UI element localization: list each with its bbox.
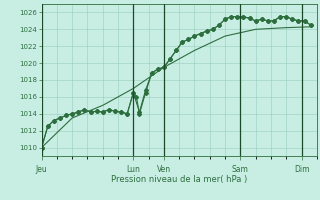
X-axis label: Pression niveau de la mer( hPa ): Pression niveau de la mer( hPa )	[111, 175, 247, 184]
